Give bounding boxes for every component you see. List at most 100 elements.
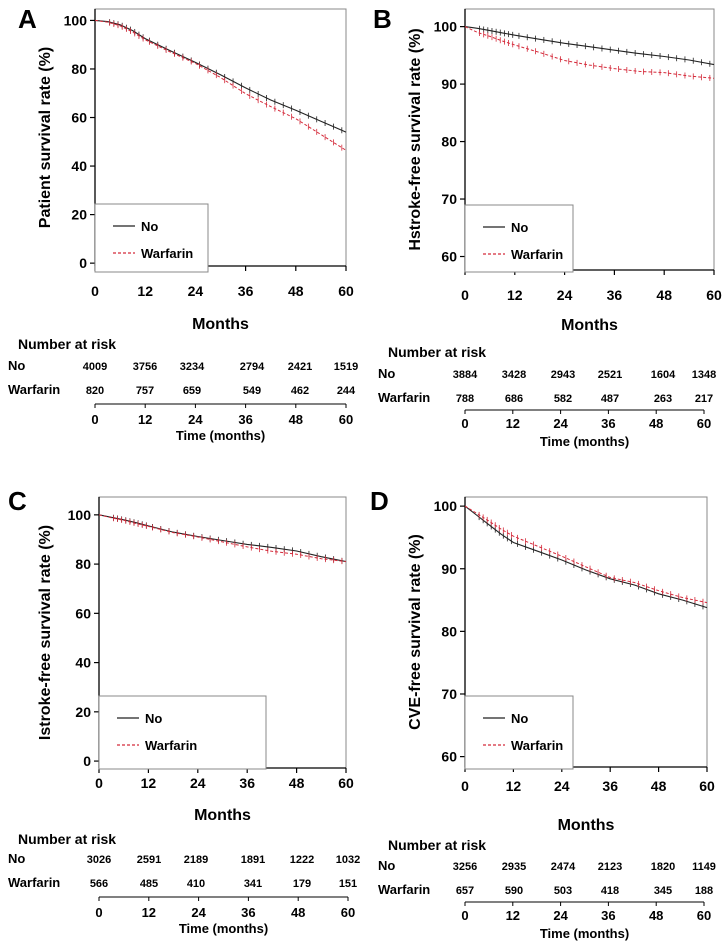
risk-cell: 3428 bbox=[502, 369, 526, 381]
risk-cell: 4009 bbox=[83, 361, 107, 373]
legend-box bbox=[464, 204, 574, 273]
y-tick-label: 70 bbox=[441, 191, 457, 207]
risk-cell: 2935 bbox=[502, 861, 526, 873]
x-tick-label: 48 bbox=[289, 775, 305, 791]
x-axis-label: Months bbox=[561, 317, 618, 334]
y-tick-label: 20 bbox=[75, 704, 91, 720]
risk-axis-label: Time (months) bbox=[179, 921, 268, 936]
risk-axis-tick-label: 0 bbox=[461, 908, 468, 923]
y-tick-label: 70 bbox=[441, 686, 457, 702]
risk-cell: 2474 bbox=[551, 861, 576, 873]
risk-cell: 418 bbox=[601, 885, 619, 897]
risk-cell: 462 bbox=[291, 385, 309, 397]
x-tick-label: 24 bbox=[188, 283, 204, 299]
risk-axis-tick-label: 24 bbox=[191, 905, 206, 920]
risk-row-label: No bbox=[8, 851, 25, 866]
risk-cell: 2189 bbox=[184, 854, 208, 866]
y-axis-label: Patient survival rate (%) bbox=[37, 47, 54, 228]
legend-label-no: No bbox=[141, 219, 158, 234]
risk-axis-tick-label: 36 bbox=[238, 412, 252, 427]
y-tick-label: 90 bbox=[441, 76, 457, 92]
risk-cell: 151 bbox=[339, 878, 357, 890]
x-tick-label: 0 bbox=[95, 775, 103, 791]
risk-cell: 244 bbox=[337, 385, 356, 397]
risk-axis-tick-label: 48 bbox=[649, 908, 663, 923]
x-tick-label: 36 bbox=[239, 775, 255, 791]
y-tick-label: 0 bbox=[83, 753, 91, 769]
risk-cell: 1348 bbox=[692, 369, 716, 381]
risk-table-title: Number at risk bbox=[18, 831, 116, 847]
x-tick-label: 0 bbox=[91, 283, 99, 299]
censor-marks-warfarin bbox=[479, 30, 711, 81]
risk-cell: 179 bbox=[293, 878, 311, 890]
censor-marks-warfarin bbox=[113, 515, 343, 565]
risk-axis-tick-label: 24 bbox=[553, 416, 568, 431]
risk-cell: 590 bbox=[505, 885, 523, 897]
y-tick-label: 60 bbox=[441, 249, 457, 265]
series-line-warfarin bbox=[464, 505, 708, 604]
risk-cell: 341 bbox=[244, 878, 262, 890]
x-axis-label: Months bbox=[194, 807, 251, 824]
risk-cell: 1149 bbox=[692, 861, 716, 873]
risk-axis-tick-label: 36 bbox=[601, 416, 615, 431]
x-tick-label: 60 bbox=[706, 287, 722, 303]
y-axis-label: CVE-free survival rate (%) bbox=[407, 534, 424, 730]
risk-cell: 3026 bbox=[87, 854, 111, 866]
legend-box bbox=[94, 203, 209, 273]
y-tick-label: 60 bbox=[75, 605, 91, 621]
risk-cell: 3234 bbox=[180, 361, 205, 373]
risk-row-label: No bbox=[378, 858, 395, 873]
risk-axis-tick-label: 12 bbox=[138, 412, 152, 427]
risk-cell: 788 bbox=[456, 393, 474, 405]
risk-axis-tick-label: 60 bbox=[697, 416, 711, 431]
censor-marks-warfarin bbox=[478, 511, 704, 605]
legend-label-no: No bbox=[145, 711, 162, 726]
risk-cell: 3756 bbox=[133, 361, 157, 373]
risk-row-label: Warfarin bbox=[8, 382, 60, 397]
panel-letter: C bbox=[8, 486, 27, 516]
y-tick-label: 0 bbox=[79, 255, 87, 271]
series-line-warfarin bbox=[94, 19, 347, 151]
risk-cell: 3256 bbox=[453, 861, 477, 873]
risk-axis-tick-label: 48 bbox=[291, 905, 305, 920]
risk-cell: 686 bbox=[505, 393, 523, 405]
risk-axis-tick-label: 12 bbox=[142, 905, 156, 920]
y-tick-label: 100 bbox=[64, 12, 88, 28]
risk-axis-tick-label: 0 bbox=[91, 412, 98, 427]
risk-cell: 582 bbox=[554, 393, 572, 405]
risk-row-label: No bbox=[378, 366, 395, 381]
y-tick-label: 20 bbox=[71, 207, 87, 223]
risk-row-label: Warfarin bbox=[378, 882, 430, 897]
y-tick-label: 80 bbox=[441, 134, 457, 150]
risk-table-d: Number at risk No 3256 2935 2474 2123 1820 1149… bbox=[378, 837, 716, 941]
risk-axis-tick-label: 12 bbox=[506, 908, 520, 923]
panel-letter: D bbox=[370, 486, 389, 516]
x-tick-label: 12 bbox=[137, 283, 153, 299]
risk-cell: 549 bbox=[243, 385, 261, 397]
risk-axis-tick-label: 60 bbox=[697, 908, 711, 923]
risk-row-label: Warfarin bbox=[378, 390, 430, 405]
x-tick-label: 48 bbox=[651, 778, 667, 794]
risk-cell: 820 bbox=[86, 385, 104, 397]
risk-cell: 2591 bbox=[137, 854, 161, 866]
y-tick-label: 40 bbox=[71, 158, 87, 174]
x-tick-label: 24 bbox=[190, 775, 206, 791]
panel-a: A 0 20 40 60 80 100 0 12 24 36 48 60 Patient survival… bbox=[18, 4, 354, 333]
risk-axis-label: Time (months) bbox=[540, 434, 629, 449]
risk-table-b: Number at risk No 3884 3428 2943 2521 1604 1348… bbox=[378, 344, 716, 449]
risk-axis-tick-label: 0 bbox=[95, 905, 102, 920]
x-tick-label: 48 bbox=[656, 287, 672, 303]
censor-marks-no bbox=[478, 514, 704, 610]
x-tick-label: 36 bbox=[602, 778, 618, 794]
risk-cell: 1222 bbox=[290, 854, 314, 866]
risk-cell: 2123 bbox=[598, 861, 622, 873]
legend-label-warfarin: Warfarin bbox=[511, 738, 563, 753]
y-tick-label: 80 bbox=[71, 61, 87, 77]
risk-cell: 1604 bbox=[651, 369, 676, 381]
x-axis-label: Months bbox=[558, 817, 615, 834]
y-axis-label: Istroke-free survival rate (%) bbox=[37, 525, 54, 740]
risk-axis-tick-label: 36 bbox=[601, 908, 615, 923]
risk-table-title: Number at risk bbox=[18, 336, 116, 352]
risk-axis-tick-label: 48 bbox=[289, 412, 303, 427]
risk-axis-tick-label: 0 bbox=[461, 416, 468, 431]
